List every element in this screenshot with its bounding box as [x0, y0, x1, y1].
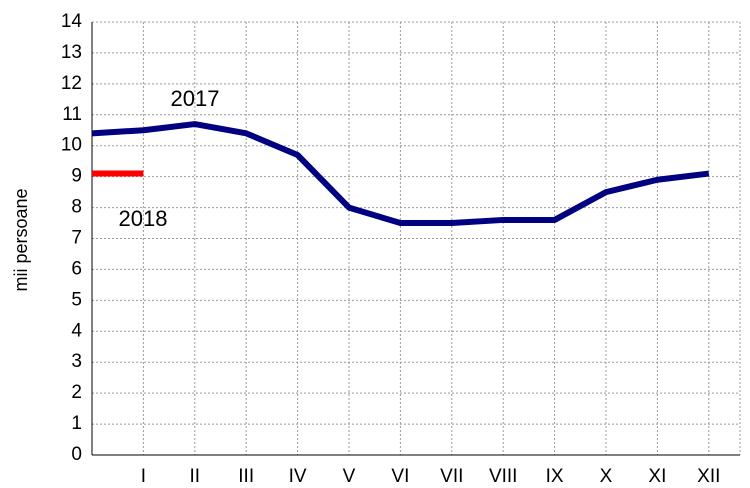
y-tick-label: 9 — [71, 166, 82, 187]
y-tick-label: 14 — [61, 11, 83, 32]
series-label: 2018 — [119, 206, 168, 231]
y-tick-label: 0 — [71, 444, 82, 465]
y-tick-label: 12 — [61, 73, 82, 94]
x-tick-label: IV — [289, 466, 307, 487]
x-tick-label: VI — [391, 466, 409, 487]
x-tick-label: I — [141, 466, 146, 487]
y-tick-label: 2 — [71, 382, 82, 403]
x-tick-label: XI — [648, 466, 666, 487]
x-tick-label: X — [600, 466, 613, 487]
series-line — [91, 121, 710, 227]
x-tick-label: II — [190, 466, 201, 487]
y-tick-label: 4 — [71, 320, 82, 341]
x-tick-label: V — [343, 466, 356, 487]
y-tick-label: 11 — [62, 104, 82, 125]
y-tick-label: 8 — [71, 197, 82, 218]
x-tick-label: IX — [546, 466, 564, 487]
y-axis-label: mii persoane — [11, 188, 31, 291]
x-tick-label: VII — [440, 466, 463, 487]
x-tick-label: III — [238, 466, 254, 487]
y-tick-label: 3 — [71, 351, 82, 372]
x-tick-label: VIII — [489, 466, 518, 487]
y-tick-label: 6 — [71, 258, 82, 279]
series-label: 2017 — [171, 86, 220, 111]
x-tick-label: XII — [697, 466, 720, 487]
y-tick-label: 1 — [71, 413, 82, 434]
y-tick-label: 10 — [61, 135, 82, 156]
y-tick-label: 5 — [71, 289, 82, 310]
y-tick-label: 13 — [61, 42, 82, 63]
y-tick-label: 7 — [71, 228, 82, 249]
